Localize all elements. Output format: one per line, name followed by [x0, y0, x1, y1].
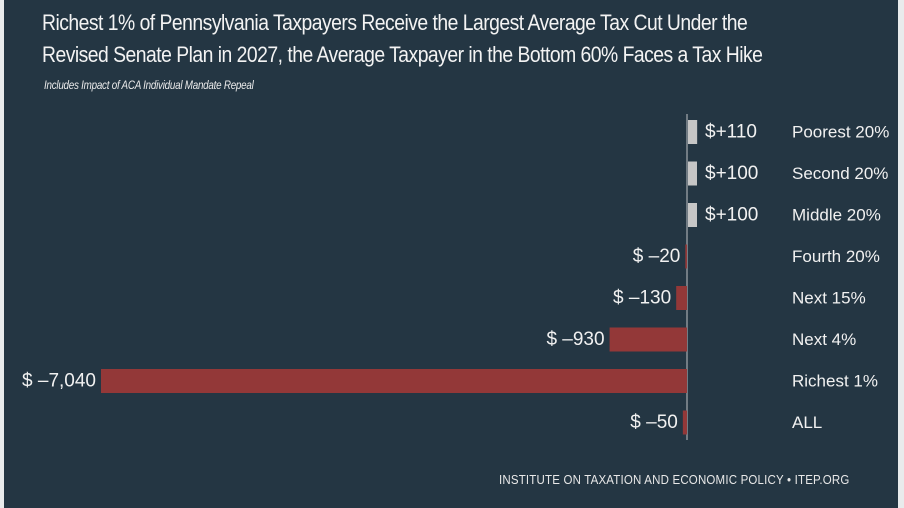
- category-label: Second 20%: [792, 164, 888, 183]
- value-label: $ –130: [613, 288, 671, 309]
- chart-panel: Richest 1% of Pennsylvania Taxpayers Rec…: [4, 0, 898, 508]
- chart-title-line-2: Revised Senate Plan in 2027, the Average…: [42, 42, 763, 67]
- bar: [688, 120, 698, 144]
- category-label: ALL: [792, 413, 822, 432]
- bar: [685, 244, 687, 269]
- chart-subtitle: Includes Impact of ACA Individual Mandat…: [44, 78, 254, 92]
- value-label: $ –20: [633, 246, 681, 267]
- bar: [609, 327, 687, 352]
- category-label: Next 4%: [792, 330, 856, 349]
- value-label: $ –7,040: [22, 371, 96, 392]
- category-label: Poorest 20%: [792, 123, 889, 142]
- bar: [676, 286, 687, 310]
- bar: [688, 161, 697, 186]
- chart-title-line-1: Richest 1% of Pennsylvania Taxpayers Rec…: [42, 10, 748, 35]
- category-label: Middle 20%: [792, 206, 881, 225]
- value-label: $+100: [705, 163, 758, 184]
- value-label: $ –50: [630, 412, 678, 433]
- bar: [101, 369, 687, 393]
- value-label: $+110: [705, 122, 757, 143]
- category-label: Richest 1%: [792, 372, 878, 391]
- bar: [688, 203, 697, 227]
- value-label: $+100: [705, 205, 758, 226]
- source-credit: INSTITUTE ON TAXATION AND ECONOMIC POLIC…: [499, 473, 850, 487]
- bar: [682, 410, 687, 435]
- category-label: Next 15%: [792, 289, 866, 308]
- category-label: Fourth 20%: [792, 247, 880, 266]
- value-label: $ –930: [546, 329, 604, 350]
